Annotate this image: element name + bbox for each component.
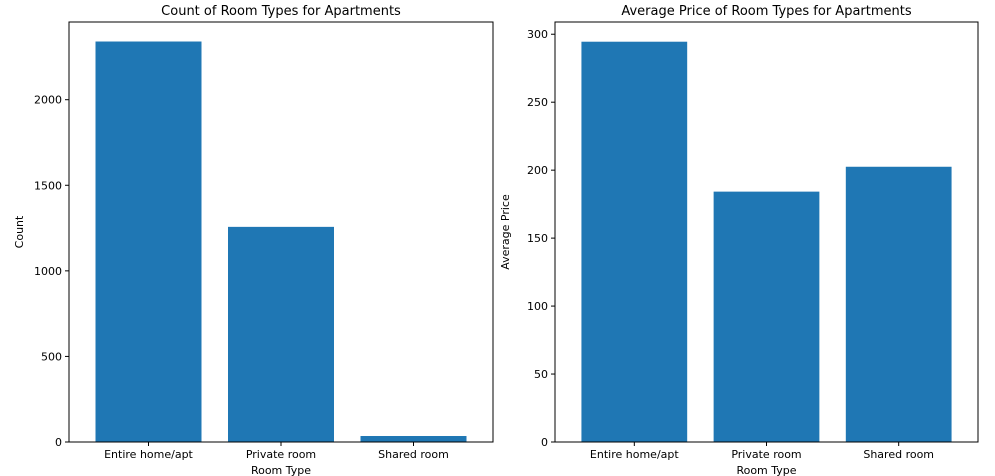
y-tick-label: 0 [55,436,62,449]
left-chart-panel: 0 500 1000 1500 2000 Entire home/apt Private r… [13,4,494,476]
y-tick-label: 50 [534,368,548,381]
y-tick-label: 0 [541,436,548,449]
x-tick-label: Private room [246,448,316,461]
y-axis-label: Count [13,215,26,248]
chart-title: Average Price of Room Types for Apartmen… [621,4,911,19]
y-tick-label: 1500 [34,179,62,192]
y-tick-label: 1000 [34,265,62,278]
x-tick-label: Entire home/apt [590,448,679,461]
y-tick-label: 300 [527,28,548,41]
y-tick-label: 250 [527,96,548,109]
bar-shared-room [360,436,467,442]
bar-private-room [228,226,334,442]
y-tick-label: 100 [527,300,548,313]
y-tick-label: 150 [527,232,548,245]
x-tick-label: Shared room [378,448,449,461]
bar-entire-home-apt [581,41,688,442]
y-tick-label: 2000 [34,94,62,107]
chart-title: Count of Room Types for Apartments [161,4,401,19]
y-tick-label: 500 [41,350,62,363]
x-axis-label: Room Type [736,464,796,476]
x-axis-label: Room Type [251,464,311,476]
y-tick-label: 200 [527,164,548,177]
x-tick-label: Entire home/apt [104,448,193,461]
right-chart-panel: 0 50 100 150 200 250 300 Entire home/apt Private… [499,4,979,476]
bar-private-room [713,191,820,442]
x-tick-label: Shared room [863,448,934,461]
x-tick-label: Private room [731,448,801,461]
y-axis-label: Average Price [499,194,512,270]
bar-shared-room [845,166,952,443]
bar-entire-home-apt [95,41,202,443]
